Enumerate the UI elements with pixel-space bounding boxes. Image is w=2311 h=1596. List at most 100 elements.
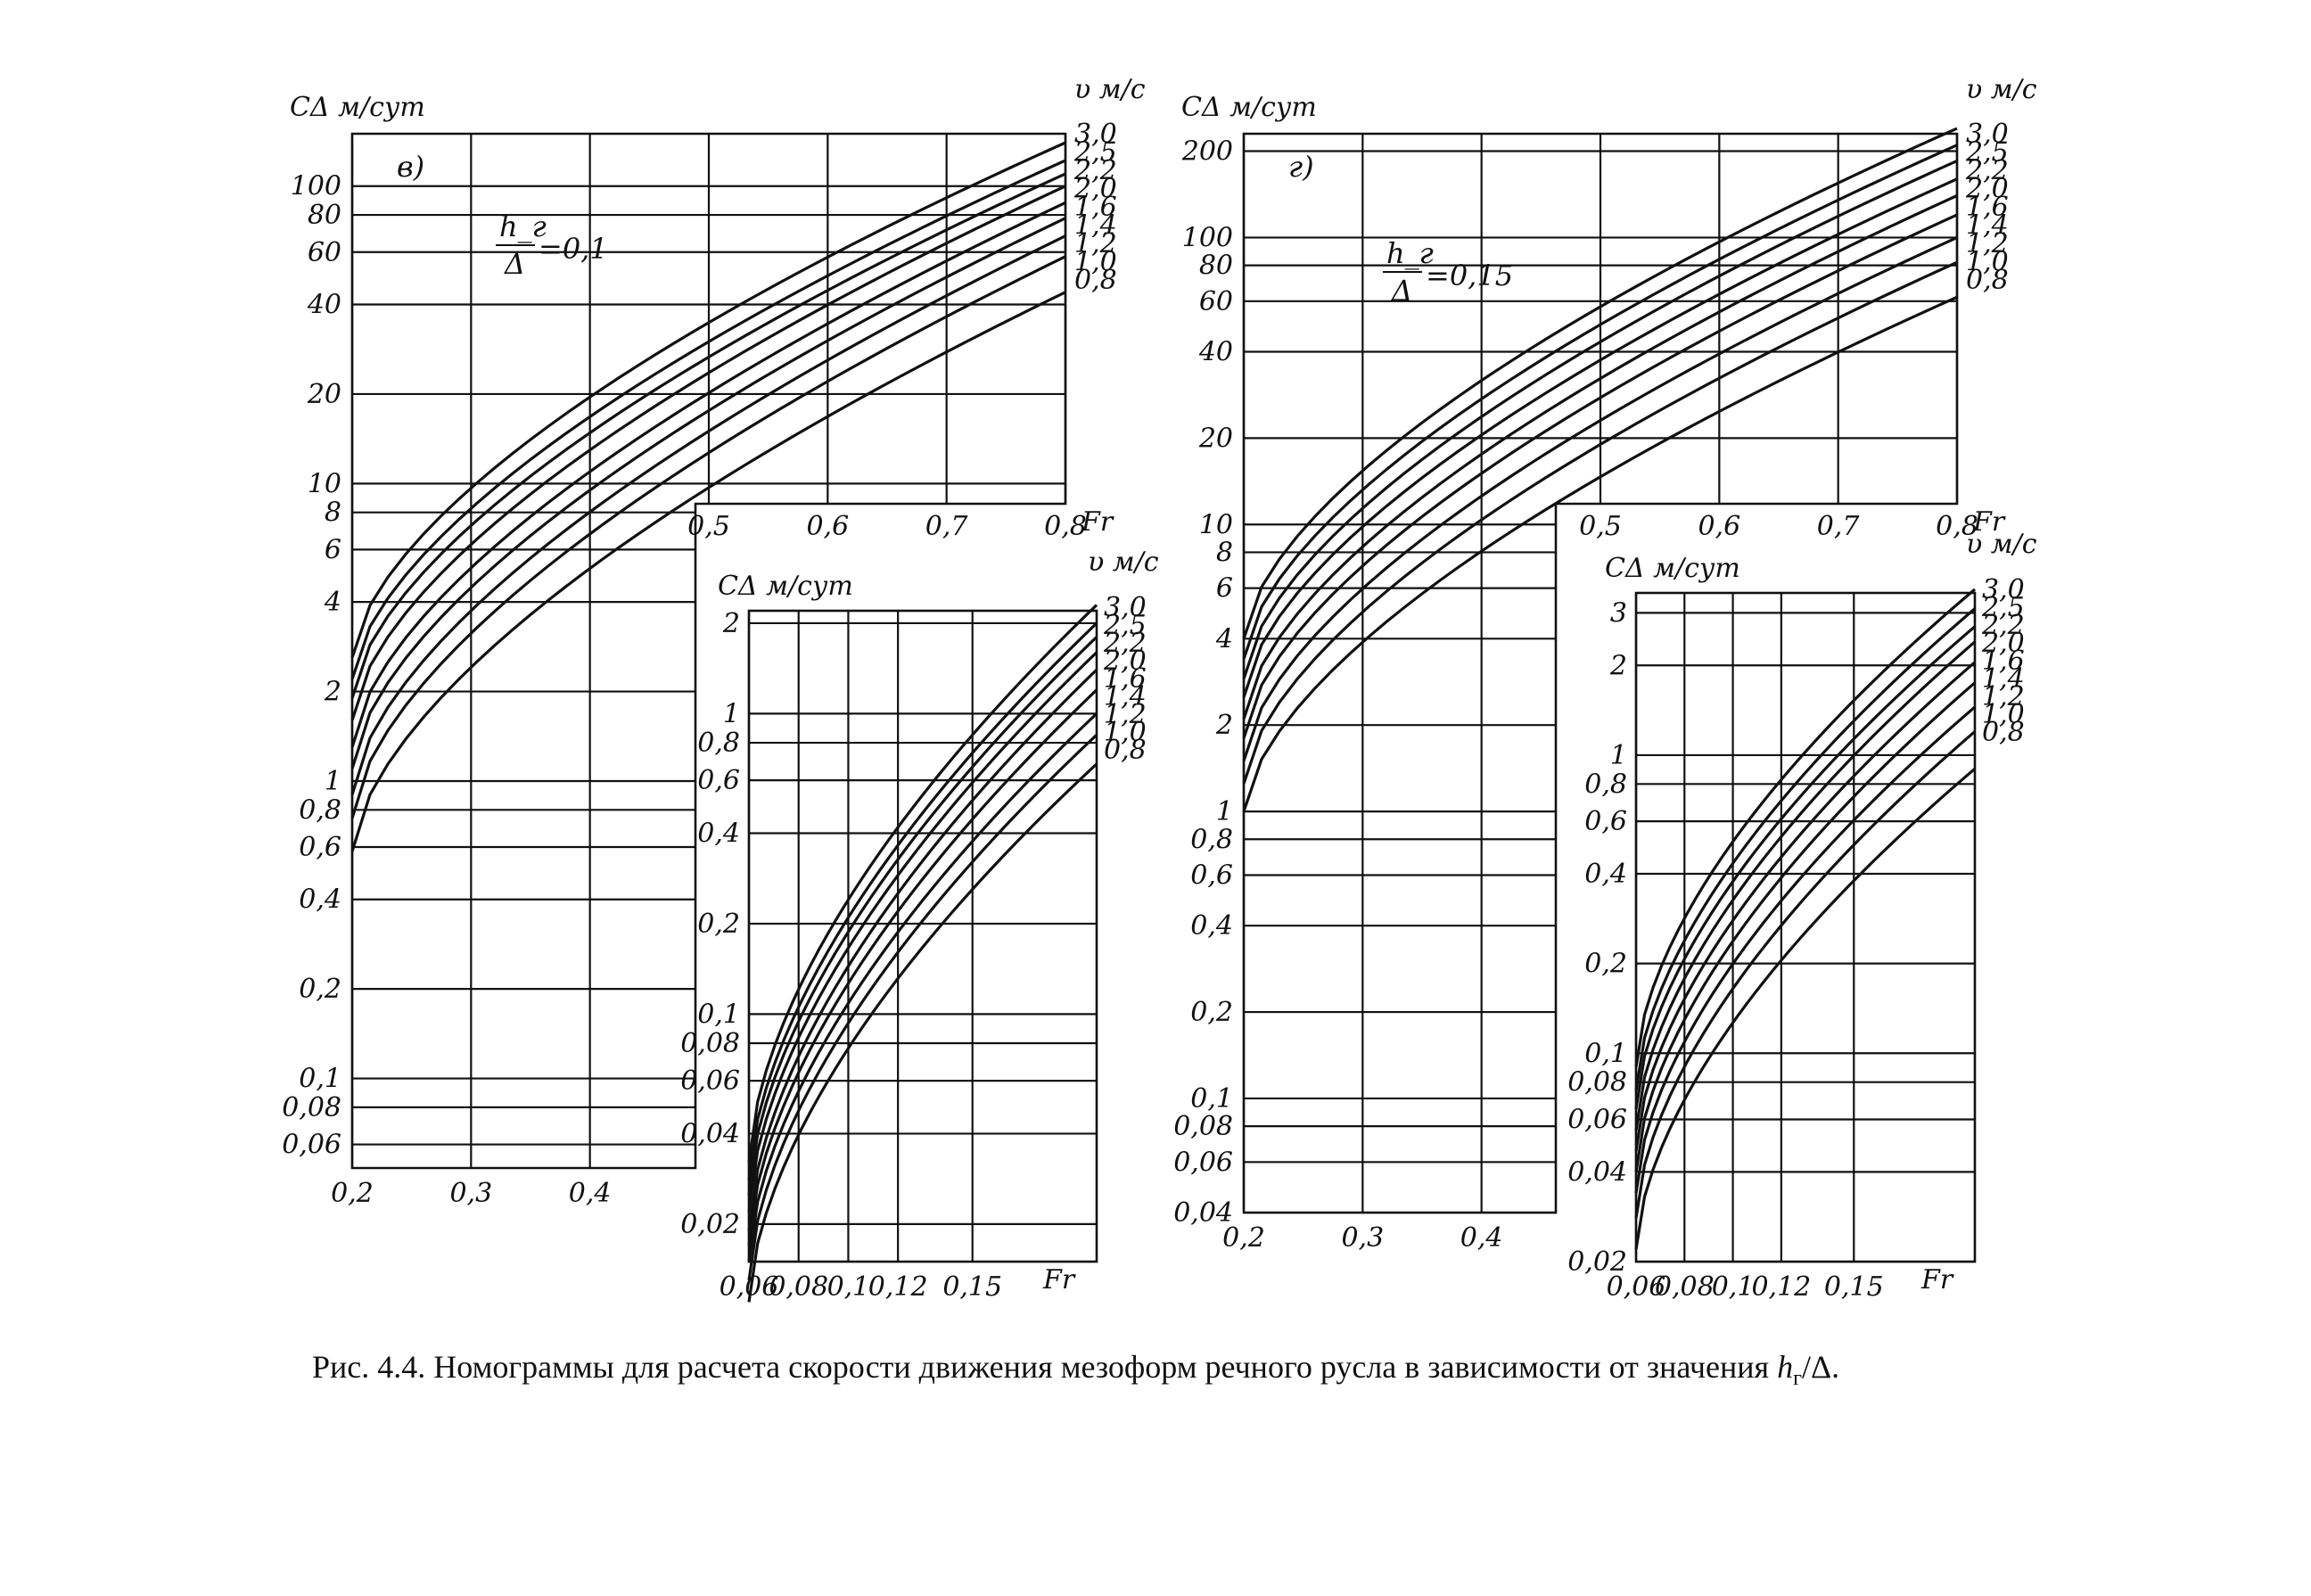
inset-curve-1,6 — [1634, 661, 1977, 1152]
main-curve-label: 1,0 — [1074, 247, 1117, 278]
main-curve-3,0 — [350, 141, 1066, 659]
main-y-tick-label: 1 — [325, 766, 341, 797]
main-y-tick-label: 1 — [1216, 796, 1233, 827]
inset-y-tick-label: 0,06 — [680, 1065, 740, 1097]
main-y-tick-label: 20 — [1198, 423, 1233, 454]
main-y-tick-label: 2 — [324, 677, 341, 708]
inset-curve-label: 0,8 — [1982, 717, 2025, 748]
inset-y-tick-label: 0,1 — [1584, 1038, 1627, 1069]
inset-x-tick-label: 0,08 — [769, 1271, 828, 1303]
inset-x-tick-label: 0,12 — [1751, 1271, 1811, 1303]
inset-curve-1,2 — [747, 712, 1098, 1263]
ratio-denominator: Δ — [503, 247, 525, 281]
main-curve-1,6 — [1242, 193, 1958, 720]
main-x-tick-label: 0,8 — [1044, 511, 1087, 542]
inset-curve-label: 1,2 — [1104, 699, 1147, 730]
inset-y-tick-label: 0,2 — [1584, 949, 1627, 980]
main-low-x-tick-label: 0,3 — [1341, 1222, 1384, 1254]
main-curve-2,5 — [1242, 144, 1958, 660]
main-curve-label: 2,5 — [1965, 137, 2009, 169]
inset-y-axis-label: CΔ м/сут — [718, 571, 853, 602]
main-y-tick-label: 0,4 — [1190, 910, 1233, 942]
main-y-tick-label: 10 — [308, 468, 341, 499]
main-curve-label: 2,5 — [1073, 137, 1117, 169]
main-y-tick-label: 10 — [1199, 509, 1233, 540]
main-curve-label: 0,8 — [1074, 265, 1117, 296]
main-y-axis-label: CΔ м/сут — [290, 92, 425, 123]
inset-series-legend-title: υ м/с — [1088, 547, 1159, 578]
main-y-tick-label: 0,1 — [299, 1064, 341, 1095]
inset-y-tick-label: 2 — [722, 608, 740, 639]
inset-x-axis-label: Fr — [1042, 1264, 1076, 1296]
inset-curve-3,0 — [747, 604, 1098, 1164]
inset-y-tick-label: 0,4 — [697, 818, 740, 849]
inset-curve-1,4 — [1634, 681, 1977, 1172]
main-curve-label: 1,2 — [1074, 228, 1117, 259]
inset-x-axis-label: Fr — [1920, 1264, 1954, 1296]
inset-curve-2,2 — [1634, 625, 1977, 1110]
main-curve-label: 1,2 — [1966, 228, 2009, 259]
main-series-legend-title: υ м/с — [1074, 74, 1146, 105]
inset-x-tick-label: 0,1 — [827, 1271, 870, 1303]
main-curve-label: 1,4 — [1074, 210, 1117, 242]
inset-y-tick-label: 0,6 — [1584, 806, 1627, 837]
main-curve-label: 2,0 — [1073, 174, 1117, 205]
inset-curve-label: 2,5 — [1103, 610, 1147, 641]
inset-curve-label: 3,0 — [1982, 574, 2025, 605]
inset-y-tick-label: 0,04 — [680, 1118, 740, 1149]
inset-curve-1,6 — [747, 668, 1098, 1231]
main-x-tick-label: 0,5 — [687, 511, 730, 542]
main-x-axis-label: Fr — [1972, 506, 2006, 538]
main-y-tick-label: 6 — [325, 534, 341, 565]
inset-curve-2,0 — [747, 651, 1098, 1213]
main-y-tick-label: 40 — [307, 290, 341, 321]
main-x-axis-label: Fr — [1081, 506, 1114, 538]
caption-rest: /Δ. — [1802, 1349, 1839, 1385]
panel-label: г) — [1288, 150, 1314, 184]
inset-curve-2,5 — [1634, 607, 1977, 1091]
inset-y-tick-label: 0,4 — [1584, 859, 1627, 890]
inset-y-tick-label: 0,6 — [697, 765, 740, 796]
main-y-tick-label: 100 — [1182, 222, 1233, 253]
main-y-axis-label: CΔ м/сут — [1181, 92, 1317, 123]
main-y-tick-label: 0,1 — [1190, 1083, 1233, 1115]
inset-chart: 3210,80,60,40,20,10,080,060,040,020,060,… — [1567, 529, 2037, 1303]
main-curve-label: 3,0 — [1966, 119, 2009, 150]
main-curve-2,2 — [350, 172, 1066, 699]
inset-curve-label: 2,0 — [1103, 646, 1147, 677]
inset-y-tick-label: 1 — [723, 698, 740, 729]
main-curve-1,2 — [350, 234, 1066, 795]
main-low-x-tick-label: 0,2 — [331, 1178, 374, 1209]
inset-curve-label: 0,8 — [1104, 735, 1147, 766]
main-curve-2,0 — [1242, 177, 1958, 698]
inset-series-legend-title: υ м/с — [1966, 529, 2037, 560]
inset-curve-1,4 — [747, 688, 1098, 1246]
caption-text: Рис. 4.4. Номограммы для расчета скорост… — [312, 1349, 1777, 1385]
caption-sub: г — [1793, 1367, 1802, 1390]
main-y-tick-label: 20 — [307, 379, 341, 410]
inset-curve-label: 1,0 — [1982, 699, 2025, 730]
inset-curve-2,0 — [1634, 640, 1977, 1131]
inset-y-tick-label: 3 — [1610, 597, 1627, 629]
inset-x-tick-label: 0,15 — [942, 1271, 1002, 1303]
main-curve-2,2 — [1242, 159, 1958, 679]
main-y-tick-label: 0,08 — [282, 1092, 341, 1123]
main-y-tick-label: 2 — [1215, 710, 1233, 741]
ratio-numerator: h_г — [499, 210, 547, 243]
inset-y-tick-label: 0,08 — [1567, 1067, 1627, 1098]
main-y-tick-label: 0,06 — [282, 1130, 341, 1161]
inset-x-tick-label: 0,12 — [868, 1271, 928, 1303]
main-y-tick-label: 100 — [291, 171, 341, 202]
inset-curve-label: 1,4 — [1104, 681, 1147, 712]
inset-x-tick-label: 0,1 — [1712, 1271, 1755, 1303]
inset-x-tick-label: 0,06 — [1607, 1271, 1666, 1303]
inset-y-tick-label: 1 — [1610, 740, 1627, 771]
inset-curve-label: 1,6 — [1104, 663, 1147, 695]
inset-plot-frame — [747, 609, 1098, 1263]
main-y-tick-label: 0,2 — [299, 974, 341, 1005]
inset-curve-2,2 — [747, 636, 1098, 1196]
main-curve-label: 1,6 — [1074, 192, 1117, 223]
inset-y-tick-label: 0,06 — [1567, 1104, 1627, 1135]
inset-x-tick-label: 0,08 — [1655, 1271, 1715, 1303]
main-curve-label: 1,6 — [1966, 192, 2009, 223]
